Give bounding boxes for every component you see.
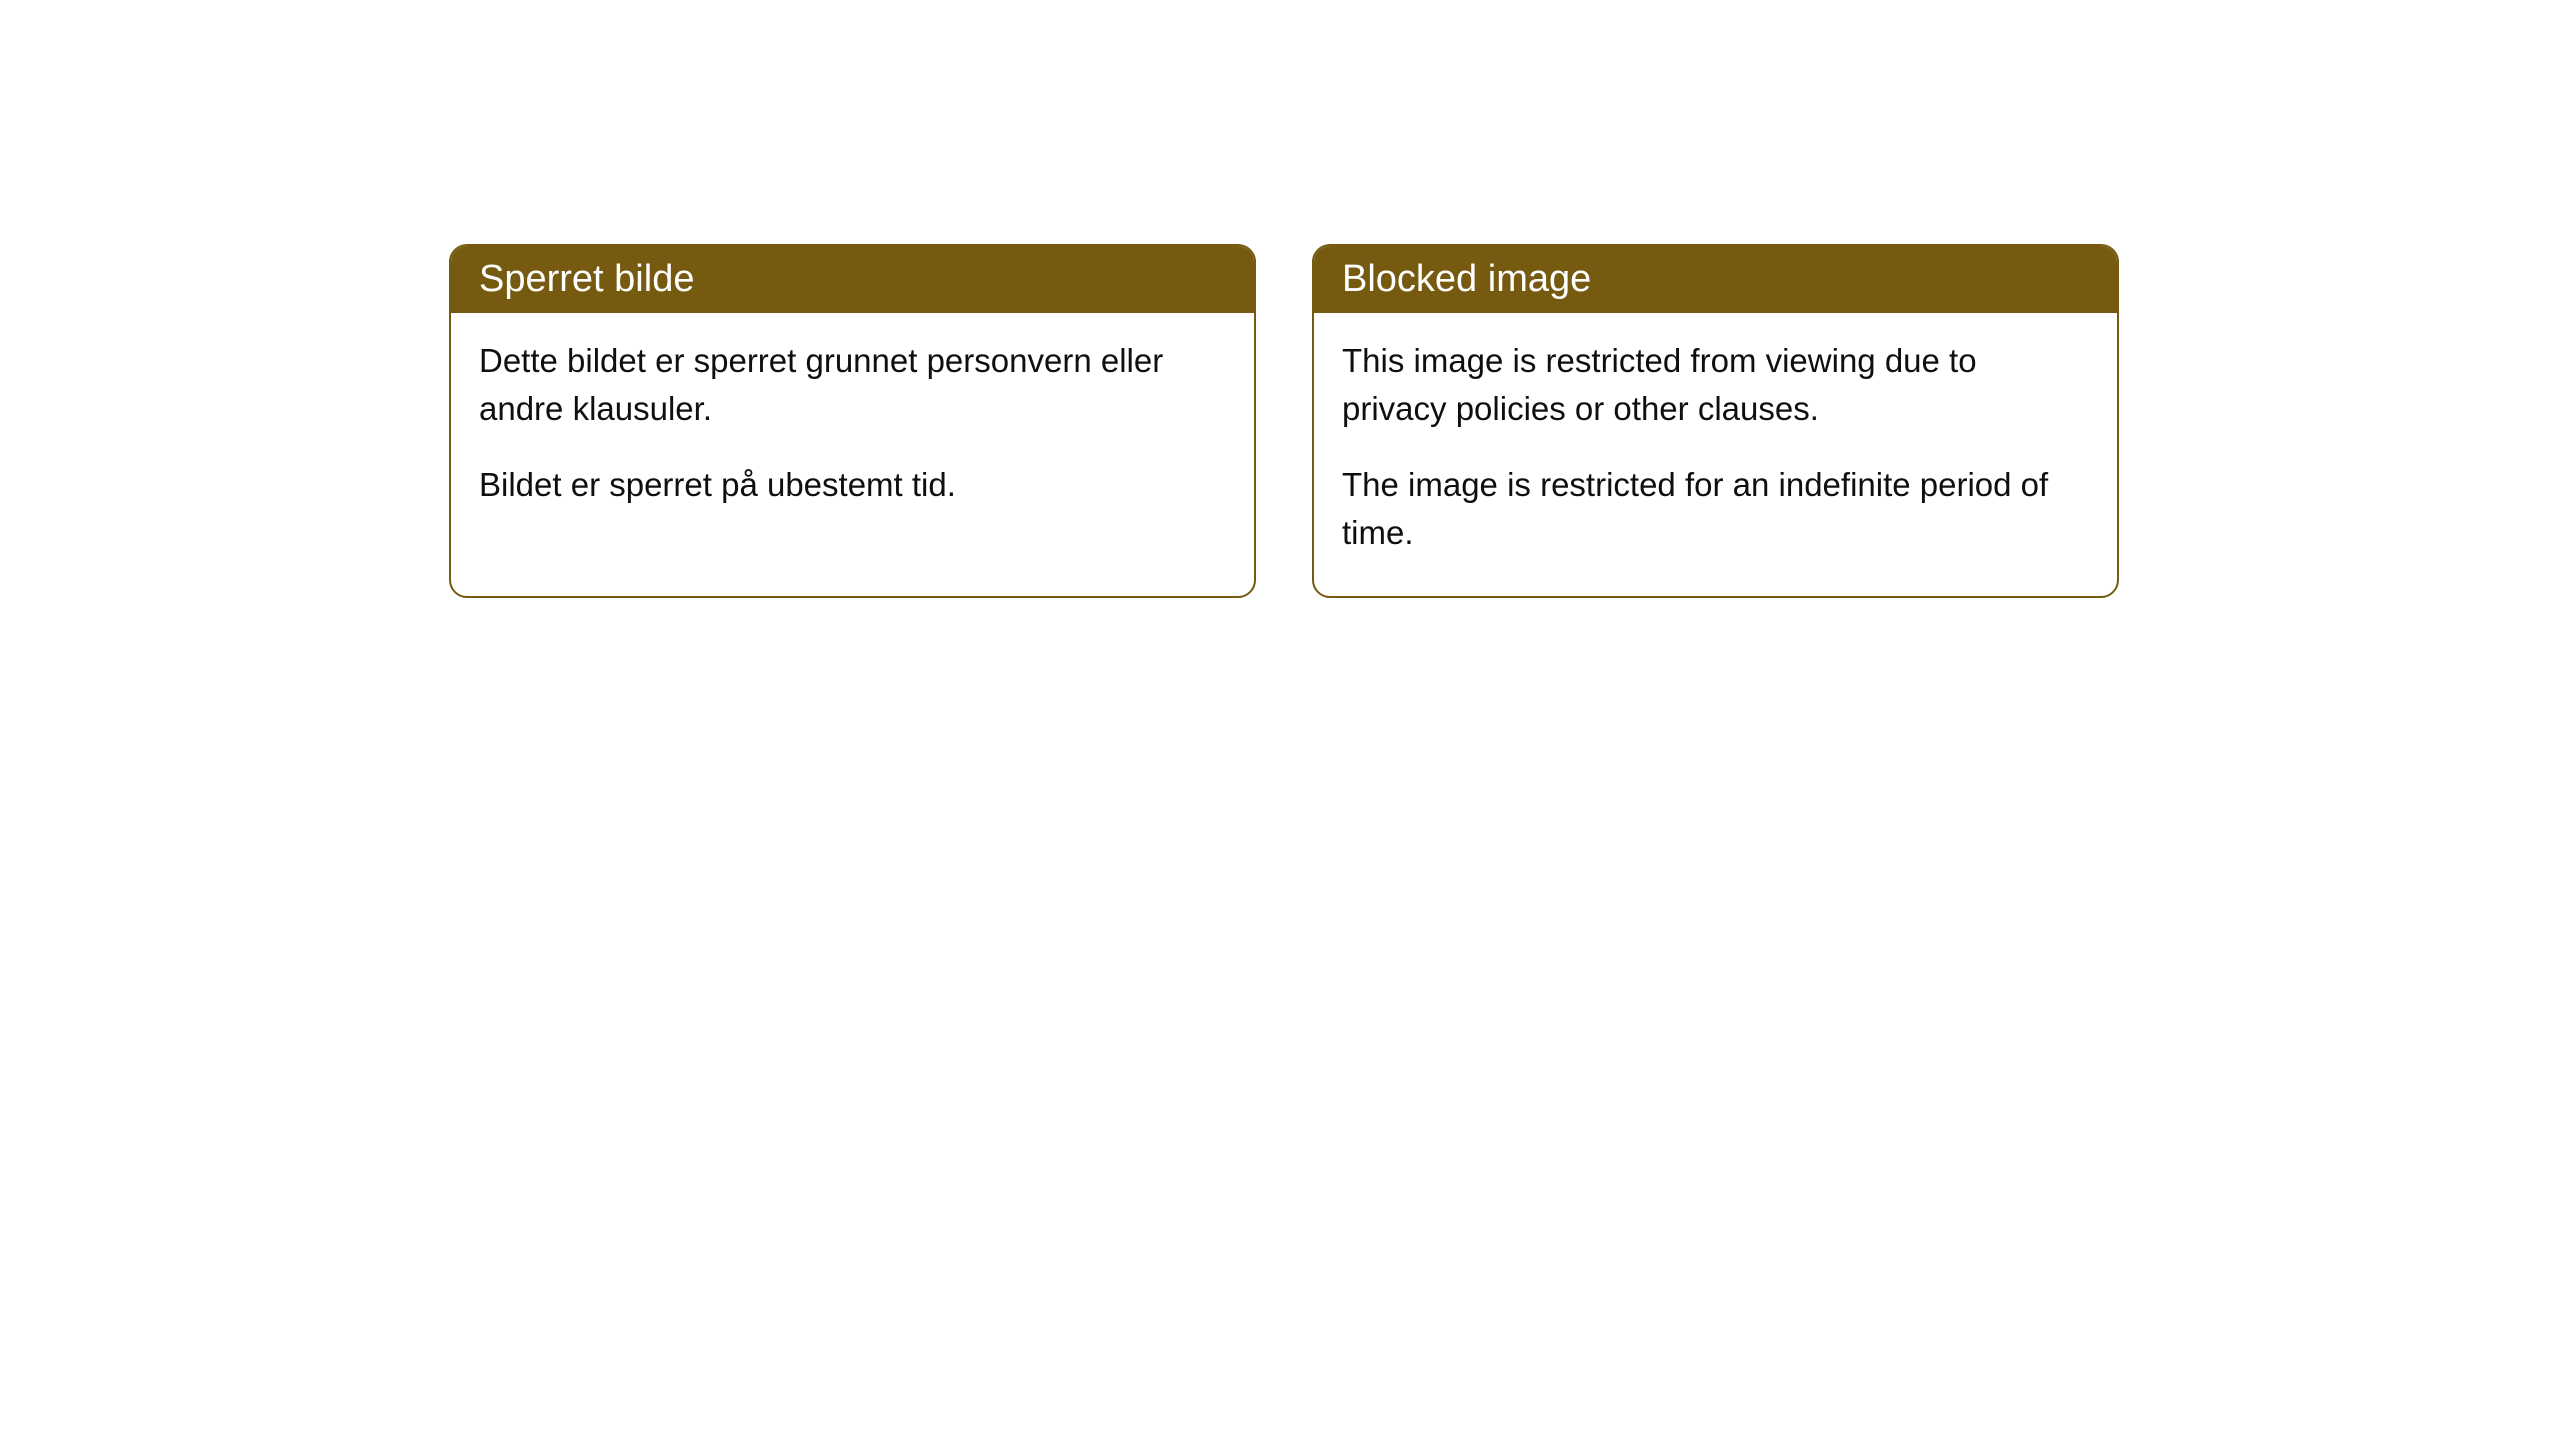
blocked-image-card-en: Blocked image This image is restricted f… — [1312, 244, 2119, 598]
card-text-no-1: Dette bildet er sperret grunnet personve… — [479, 337, 1226, 433]
card-header-no: Sperret bilde — [451, 246, 1254, 313]
card-text-en-1: This image is restricted from viewing du… — [1342, 337, 2089, 433]
card-body-en: This image is restricted from viewing du… — [1314, 313, 2117, 596]
card-header-en: Blocked image — [1314, 246, 2117, 313]
blocked-image-card-no: Sperret bilde Dette bildet er sperret gr… — [449, 244, 1256, 598]
card-text-no-2: Bildet er sperret på ubestemt tid. — [479, 461, 1226, 509]
card-body-no: Dette bildet er sperret grunnet personve… — [451, 313, 1254, 549]
card-text-en-2: The image is restricted for an indefinit… — [1342, 461, 2089, 557]
cards-container: Sperret bilde Dette bildet er sperret gr… — [449, 244, 2119, 598]
